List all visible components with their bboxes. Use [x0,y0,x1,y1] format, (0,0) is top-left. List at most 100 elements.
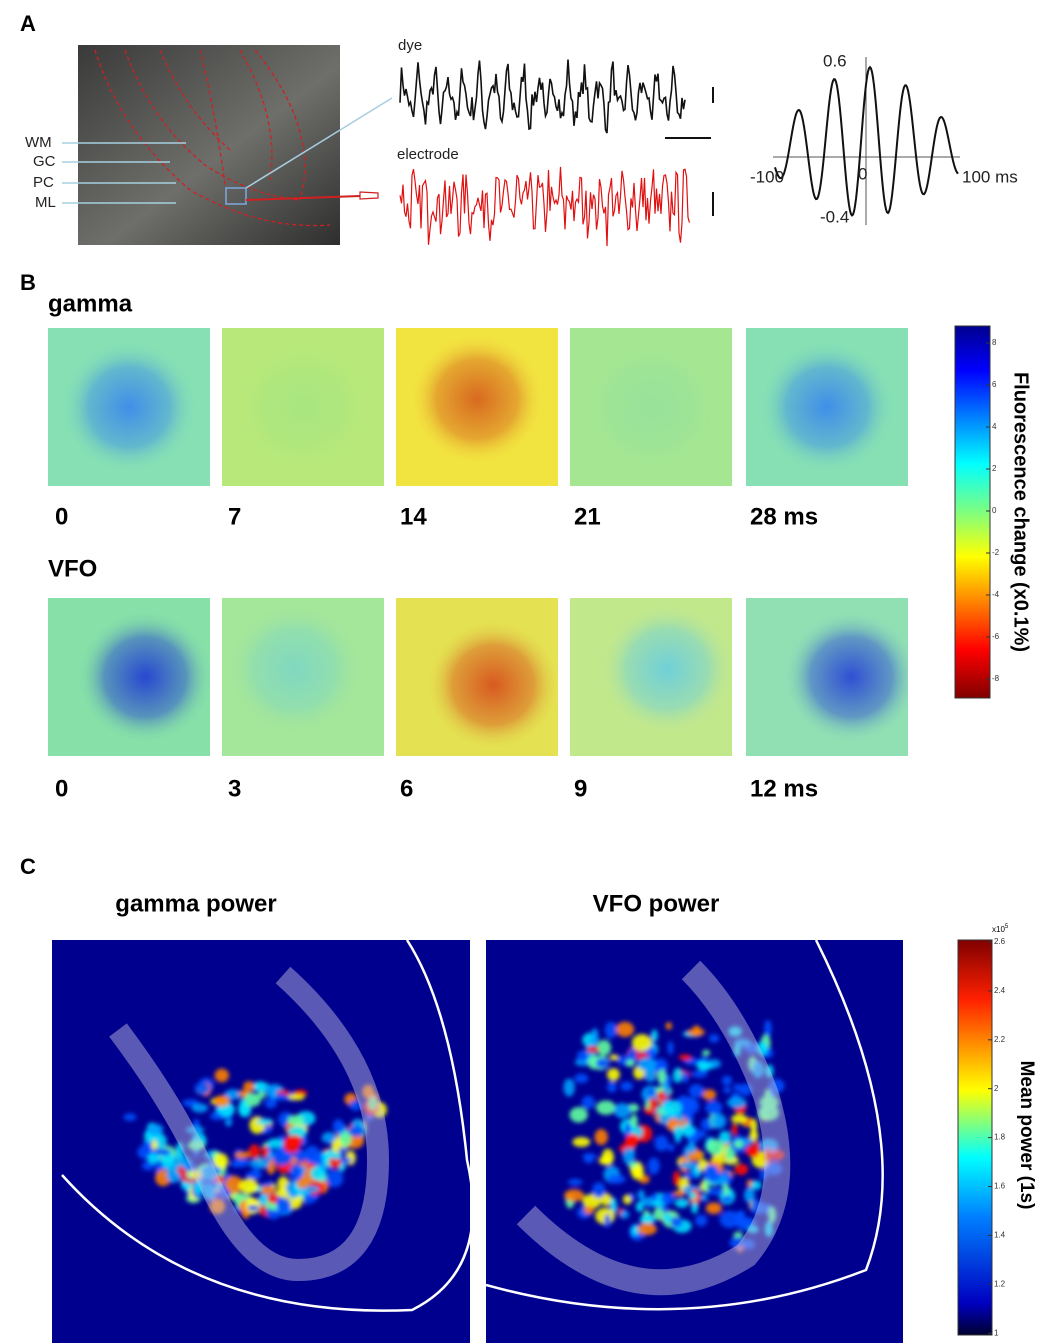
power-blob [702,1049,711,1056]
power-blob [331,1153,342,1160]
power-blob [681,1124,695,1137]
power-blob [143,1139,154,1148]
power-blob [651,1029,658,1042]
power-blob [248,1144,261,1159]
axis-label: 0.6 [823,51,847,70]
power-blob [564,1189,585,1202]
axis-label: -0.4 [820,207,849,226]
power-blob [631,1034,652,1052]
power-blob [348,1126,366,1137]
power-blob [238,1099,247,1116]
power-blob [757,1041,768,1056]
roi-box [225,187,247,205]
power-blob [764,1148,772,1163]
power-blob [732,1083,742,1091]
map-title: VFO power [593,890,720,917]
power-blob [764,1162,783,1176]
outline [159,49,231,151]
power-blob [202,1184,216,1200]
power-blob [258,1185,276,1195]
power-blob [718,1130,731,1145]
time-label: 28 ms [750,503,818,530]
layer-band [516,960,791,1296]
power-blob [734,1163,749,1176]
power-blob [563,1078,575,1097]
power-blob [733,1231,743,1240]
power-blob [234,1151,252,1159]
zoom-line [245,97,393,189]
power-blob [647,1157,660,1175]
power-blob [604,1214,611,1228]
electrode [245,195,361,201]
power-blob [595,1058,610,1069]
power-blob [185,1125,205,1134]
power-blob [695,1214,708,1227]
power-blob [708,1034,720,1043]
power-blob [731,1123,738,1136]
power-blob [673,1190,686,1197]
layer-label: PC [33,174,54,191]
power-blob [637,1222,657,1236]
map-title: gamma power [115,890,276,917]
electrode-tip [359,191,379,200]
power-blob [175,1142,184,1159]
power-blob [224,1089,242,1100]
layer-band [109,966,390,1282]
map [222,598,384,756]
power-blob [672,1170,681,1187]
power-blob [213,1095,230,1107]
power-blob [238,1178,259,1195]
outline [94,49,331,227]
power-blob [123,1113,137,1121]
row-title: gamma [48,290,133,317]
power-blob [264,1097,277,1109]
colorbar-tick-label: -6 [992,632,1000,641]
power-blob [727,1096,747,1109]
power-blob [750,1180,762,1190]
power-blob [601,1148,614,1166]
power-blob [583,1205,595,1215]
outline [199,49,226,186]
colorbar-tick-label: -8 [992,674,1000,683]
power-blob [332,1119,344,1134]
power-blob [697,1063,714,1070]
power-blob [759,1095,779,1109]
power-blob [758,1138,779,1152]
power-blob [619,1210,630,1219]
power-blob [151,1139,158,1151]
colorbar-scale: x105 [992,924,1009,935]
power-blob [349,1100,362,1111]
power-blob [750,1199,763,1215]
map [48,328,210,486]
power-blob [684,1172,697,1179]
power-blob [622,1147,635,1165]
power-blob [637,1057,657,1071]
power-blob [654,1135,669,1152]
colorbar-tick-label: 6 [992,380,997,389]
layer-outlines [94,49,331,227]
power-blob [581,1095,595,1109]
power-blob [253,1081,263,1092]
scale-exponent: 5 [1005,924,1009,930]
power-blob [745,1147,758,1157]
colorbar-tick-label: 2 [994,1084,999,1093]
electrode-trace [399,166,691,247]
power-blob [569,1106,588,1123]
power-blob [653,1207,664,1221]
time-label: 3 [228,775,241,802]
power-blob [287,1114,305,1126]
power-blob [572,1137,591,1147]
panel-label: B [20,270,36,295]
boundary [61,940,470,1312]
time-label: 9 [574,775,587,802]
colorbar-tick-label: 8 [992,338,997,347]
power-blob [629,1193,636,1200]
power-blob [624,1134,639,1149]
power-map [52,940,470,1343]
power-blob [288,1126,307,1138]
power-blob [663,1082,671,1098]
power-blob [200,1165,220,1180]
map [396,598,558,756]
power-blob [253,1164,260,1178]
